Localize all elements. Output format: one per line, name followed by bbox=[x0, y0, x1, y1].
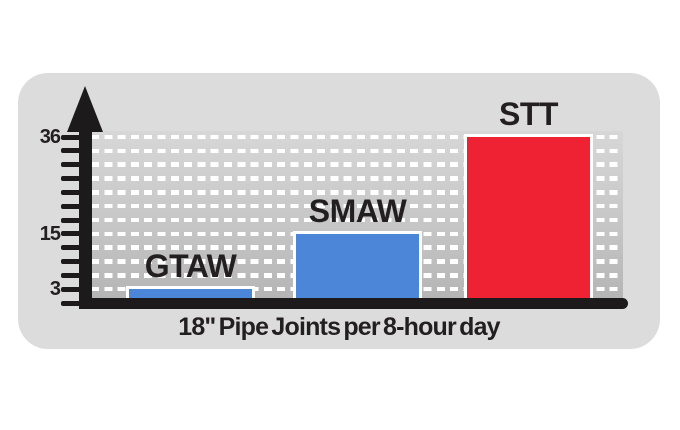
gridline-dashed bbox=[91, 162, 623, 167]
x-axis-line bbox=[79, 298, 628, 309]
gridline-dashed bbox=[91, 190, 623, 195]
y-axis-tick bbox=[61, 189, 81, 195]
bar-label-smaw: SMAW bbox=[308, 192, 407, 229]
y-axis-tick bbox=[61, 217, 81, 223]
y-axis-label: 3 bbox=[49, 278, 61, 301]
gridline-dashed bbox=[91, 148, 623, 154]
y-axis-labels: 36 15 3 bbox=[18, 73, 660, 349]
y-axis-label: 36 bbox=[39, 126, 61, 148]
y-axis-tick bbox=[61, 203, 81, 209]
y-axis-tick bbox=[61, 231, 81, 237]
chart-title: 18" Pipe Joints per 8-hour day bbox=[178, 313, 500, 341]
y-axis-tick bbox=[61, 245, 81, 251]
gridline-dashed bbox=[91, 203, 623, 209]
y-axis-label: 15 bbox=[39, 222, 61, 245]
y-axis-tick bbox=[61, 300, 81, 306]
y-axis-tick bbox=[61, 286, 81, 292]
y-axis-ticks bbox=[18, 73, 660, 349]
bars: GTAW SMAW STT bbox=[18, 73, 660, 349]
gridline-dashed bbox=[91, 176, 623, 181]
y-axis-tick bbox=[61, 148, 81, 154]
bar-stt bbox=[464, 134, 593, 303]
chart-panel: GTAW SMAW STT 36 15 3 18" Pipe Joints per 8-… bbox=[18, 73, 660, 349]
y-axis-line bbox=[79, 118, 92, 309]
y-axis-tick bbox=[61, 134, 81, 140]
bar-smaw bbox=[293, 230, 422, 303]
gridline-dashed bbox=[91, 134, 623, 140]
bar-label-gtaw: GTAW bbox=[144, 248, 237, 285]
y-axis-tick bbox=[61, 162, 81, 168]
y-axis-tick bbox=[61, 176, 81, 181]
y-axis-tick bbox=[61, 259, 81, 264]
bar-label-stt: STT bbox=[499, 96, 558, 132]
y-axis-tick bbox=[61, 272, 81, 278]
gridline-dashed bbox=[91, 217, 623, 223]
